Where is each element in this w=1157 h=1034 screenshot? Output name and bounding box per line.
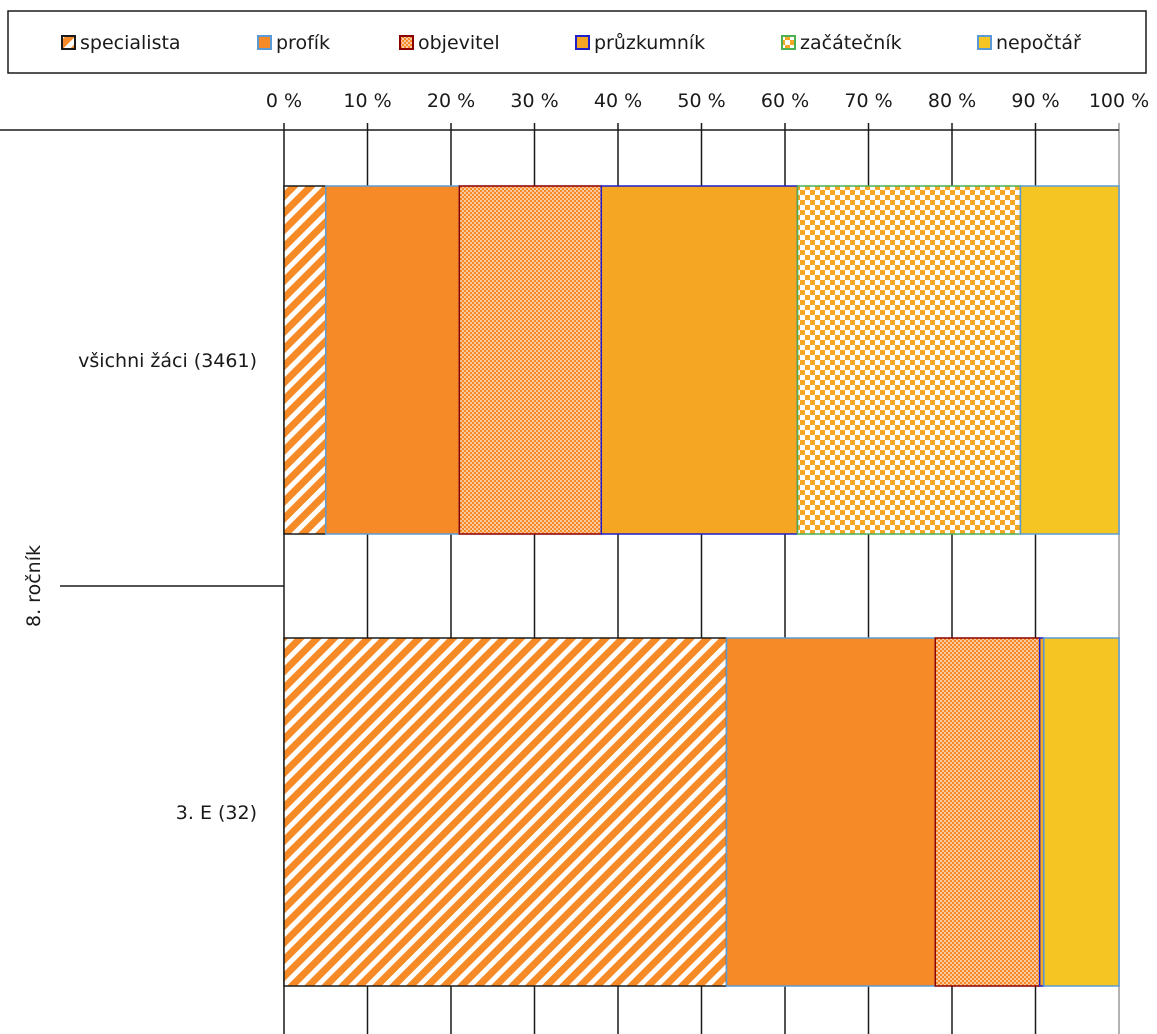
legend-label-5: nepočtář — [996, 32, 1081, 54]
tick-label-10: 100 % — [1089, 90, 1149, 112]
x-axis-ticks: 0 % 10 % 20 % 30 % 40 % 50 % 60 % 70 % 80 % 90 % 1… — [0, 90, 1149, 131]
legend-label-3: průzkumník — [594, 32, 705, 54]
tick-label-7: 70 % — [844, 90, 892, 112]
bar-0-5 — [1019, 185, 1120, 535]
group-label: 8. ročník — [23, 545, 45, 627]
legend-swatch-0 — [61, 35, 76, 50]
tick-label-5: 50 % — [677, 90, 725, 112]
legend: specialista profík objevitel průzkumník začá… — [7, 10, 1147, 74]
tick-label-0: 0 % — [266, 90, 302, 112]
tick-label-4: 40 % — [594, 90, 642, 112]
bar-1-1 — [725, 637, 937, 987]
tick-label-1: 10 % — [343, 90, 391, 112]
legend-swatch-4 — [781, 35, 796, 50]
legend-swatch-3 — [575, 35, 590, 50]
tick-label-3: 30 % — [510, 90, 558, 112]
tick-label-9: 90 % — [1011, 90, 1059, 112]
legend-label-1: profík — [276, 32, 330, 54]
category-labels: všichni žáci (3461) 3. E (32) 8. ročník — [23, 350, 284, 824]
bar-0-4 — [796, 185, 1022, 535]
category-label-1: 3. E (32) — [176, 802, 257, 824]
bar-0-1 — [325, 185, 461, 535]
bar-1-5 — [1043, 637, 1120, 987]
tick-label-2: 20 % — [427, 90, 475, 112]
bar-1-0 — [283, 637, 728, 987]
bars — [283, 185, 1120, 987]
bar-0-2 — [458, 185, 603, 535]
legend-swatch-1 — [257, 35, 272, 50]
tick-label-6: 60 % — [761, 90, 809, 112]
bar-0-3 — [600, 185, 799, 535]
legend-label-0: specialista — [80, 32, 181, 54]
bar-0-0 — [283, 185, 327, 535]
tick-label-8: 80 % — [928, 90, 976, 112]
legend-label-4: začátečník — [800, 32, 902, 54]
category-label-0: všichni žáci (3461) — [78, 350, 257, 372]
legend-swatch-2 — [399, 35, 414, 50]
legend-label-2: objevitel — [418, 32, 500, 54]
bar-1-2 — [934, 637, 1041, 987]
legend-swatch-5 — [977, 35, 992, 50]
